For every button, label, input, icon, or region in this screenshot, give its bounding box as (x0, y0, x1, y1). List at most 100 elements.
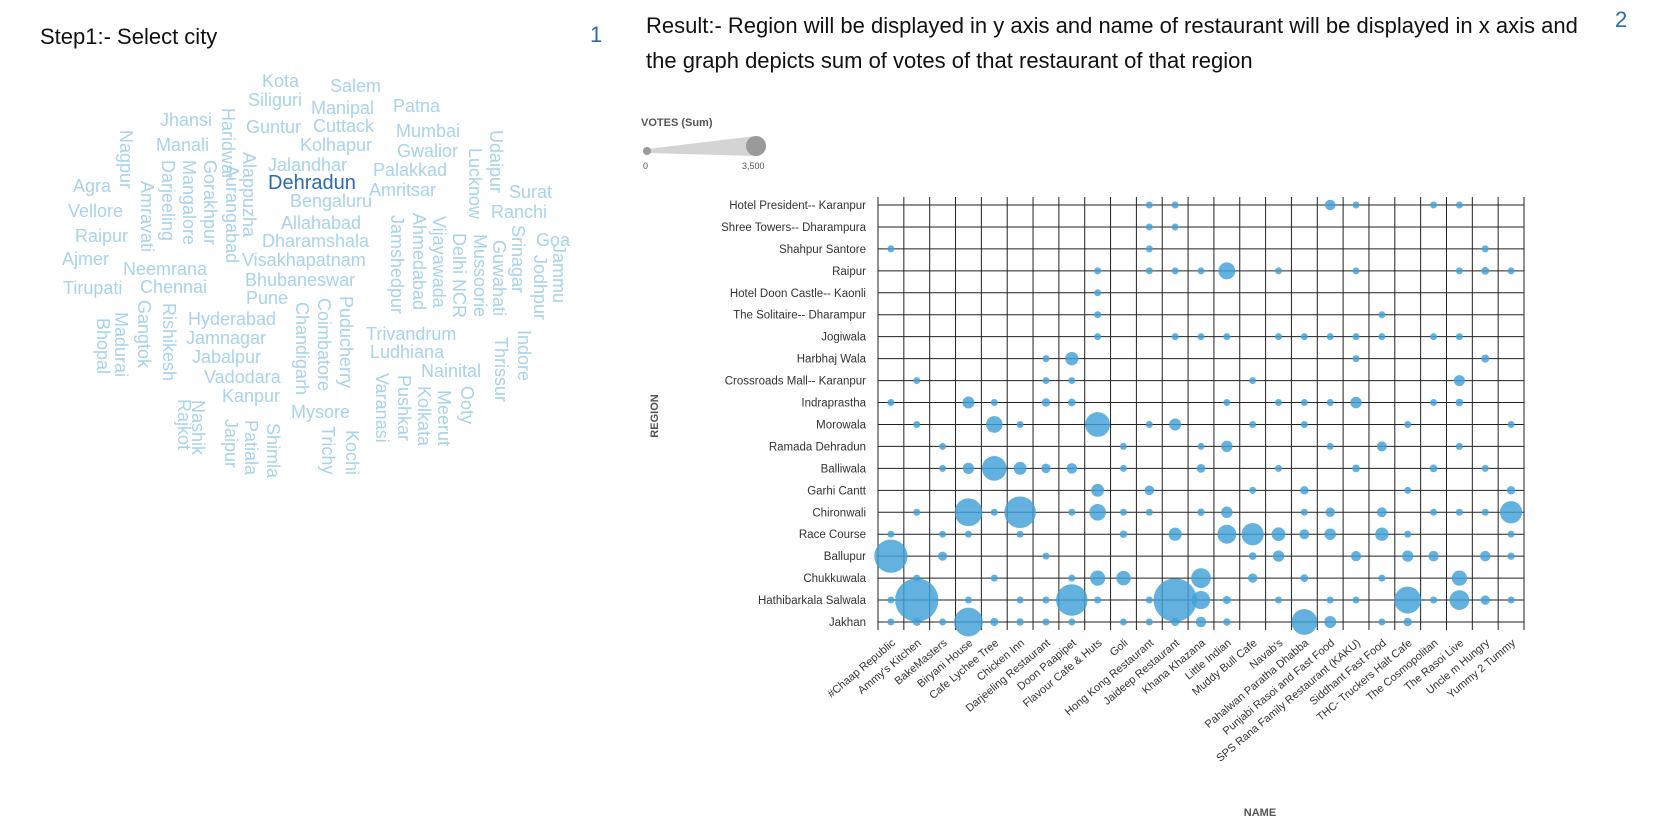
data-bubble[interactable] (1247, 573, 1258, 583)
city-word-gwalior[interactable]: Gwalior (397, 141, 458, 161)
data-bubble[interactable] (1481, 354, 1490, 363)
data-bubble[interactable] (1479, 550, 1491, 562)
data-bubble[interactable] (1153, 578, 1197, 622)
data-bubble[interactable] (1094, 267, 1102, 275)
data-bubble[interactable] (1042, 377, 1050, 385)
data-bubble[interactable] (1004, 496, 1036, 529)
data-bubble[interactable] (1430, 508, 1438, 516)
data-bubble[interactable] (1275, 267, 1283, 275)
data-bubble[interactable] (1085, 412, 1110, 437)
data-bubble[interactable] (1171, 333, 1179, 341)
data-bubble[interactable] (1404, 486, 1412, 494)
data-bubble[interactable] (1429, 464, 1438, 473)
data-bubble[interactable] (1430, 399, 1438, 407)
data-bubble[interactable] (1271, 527, 1286, 542)
data-bubble[interactable] (1326, 399, 1334, 407)
data-bubble[interactable] (1016, 530, 1024, 538)
data-bubble[interactable] (1453, 375, 1465, 387)
data-bubble[interactable] (1507, 530, 1515, 538)
city-word-siliguri[interactable]: Siliguri (248, 90, 302, 110)
data-bubble[interactable] (1352, 596, 1360, 604)
data-bubble[interactable] (1171, 617, 1180, 627)
data-bubble[interactable] (1094, 596, 1102, 604)
data-bubble[interactable] (913, 508, 921, 516)
data-bubble[interactable] (990, 508, 998, 516)
city-word-nashik[interactable]: Nashik (188, 400, 208, 456)
data-bubble[interactable] (1016, 596, 1024, 604)
data-bubble[interactable] (1275, 596, 1283, 604)
data-bubble[interactable] (1455, 398, 1464, 407)
data-bubble[interactable] (1326, 596, 1334, 604)
data-bubble[interactable] (1324, 199, 1336, 211)
city-word-guntur[interactable]: Guntur (246, 117, 301, 137)
city-word-jammu[interactable]: Jammu (549, 244, 569, 303)
data-bubble[interactable] (990, 617, 999, 627)
data-bubble[interactable] (1090, 570, 1106, 586)
data-bubble[interactable] (1042, 552, 1050, 560)
city-word-hyderabad[interactable]: Hyderabad (188, 309, 276, 329)
data-bubble[interactable] (964, 530, 972, 538)
data-bubble[interactable] (1352, 267, 1360, 275)
data-bubble[interactable] (964, 596, 972, 604)
data-bubble[interactable] (1119, 508, 1127, 516)
data-bubble[interactable] (1376, 441, 1387, 452)
data-bubble[interactable] (1241, 523, 1264, 546)
data-bubble[interactable] (1223, 618, 1231, 626)
city-word-dehradun[interactable]: Dehradun (268, 172, 356, 194)
data-bubble[interactable] (1375, 527, 1389, 541)
data-bubble[interactable] (1218, 262, 1236, 280)
city-word-goa[interactable]: Goa (536, 230, 571, 250)
data-bubble[interactable] (1221, 506, 1233, 519)
city-word-visakhapatnam[interactable]: Visakhapatnam (242, 250, 366, 270)
city-word-neemrana[interactable]: Neemrana (123, 259, 208, 279)
city-word-haridwar[interactable]: Haridwar (218, 108, 238, 180)
data-bubble[interactable] (1300, 508, 1308, 516)
data-bubble[interactable] (1480, 595, 1490, 605)
data-bubble[interactable] (1324, 528, 1336, 540)
data-bubble[interactable] (981, 456, 1007, 481)
data-bubble[interactable] (1197, 442, 1205, 450)
data-bubble[interactable] (1249, 420, 1257, 428)
city-word-bhubaneswar[interactable]: Bhubaneswar (245, 270, 355, 290)
data-bubble[interactable] (887, 245, 895, 253)
data-bubble[interactable] (1352, 201, 1360, 209)
data-bubble[interactable] (1455, 508, 1463, 516)
city-word-udaipur[interactable]: Udaipur (486, 130, 506, 193)
data-bubble[interactable] (1068, 618, 1076, 626)
city-word-dharamshala[interactable]: Dharamshala (262, 231, 370, 251)
data-bubble[interactable] (1197, 333, 1205, 341)
city-word-allahabad[interactable]: Allahabad (281, 213, 361, 233)
city-word-alappuzha[interactable]: Alappuzha (239, 152, 259, 238)
city-word-jhansi[interactable]: Jhansi (160, 110, 212, 130)
data-bubble[interactable] (1299, 529, 1310, 540)
data-bubble[interactable] (939, 530, 947, 538)
data-bubble[interactable] (1067, 398, 1076, 407)
data-bubble[interactable] (1094, 311, 1102, 319)
city-word-trichy[interactable]: Trichy (318, 426, 338, 474)
data-bubble[interactable] (1350, 551, 1362, 562)
city-word-jaipur[interactable]: Jaipur (221, 419, 241, 468)
data-bubble[interactable] (874, 539, 908, 573)
data-bubble[interactable] (1481, 464, 1489, 472)
data-bubble[interactable] (962, 462, 975, 475)
data-bubble[interactable] (954, 498, 983, 527)
city-word-srinagar[interactable]: Srinagar (508, 225, 528, 293)
data-bubble[interactable] (1430, 333, 1438, 341)
data-bubble[interactable] (1350, 396, 1362, 409)
city-word-surat[interactable]: Surat (509, 182, 552, 202)
city-word-gangtok[interactable]: Gangtok (134, 300, 154, 369)
city-word-aurangabad[interactable]: Aurangabad (222, 165, 242, 263)
data-bubble[interactable] (1430, 596, 1438, 604)
data-bubble[interactable] (1451, 570, 1468, 586)
city-word-kolkata[interactable]: Kolkata (414, 386, 434, 447)
data-bubble[interactable] (1324, 616, 1337, 628)
data-bubble[interactable] (1145, 618, 1153, 626)
city-word-kota[interactable]: Kota (262, 71, 300, 91)
data-bubble[interactable] (1171, 267, 1179, 275)
data-bubble[interactable] (913, 377, 921, 385)
data-bubble[interactable] (1191, 568, 1211, 588)
data-bubble[interactable] (1404, 530, 1412, 538)
data-bubble[interactable] (939, 618, 947, 626)
city-word-palakkad[interactable]: Palakkad (373, 160, 447, 180)
city-word-thrissur[interactable]: Thrissur (491, 337, 511, 402)
